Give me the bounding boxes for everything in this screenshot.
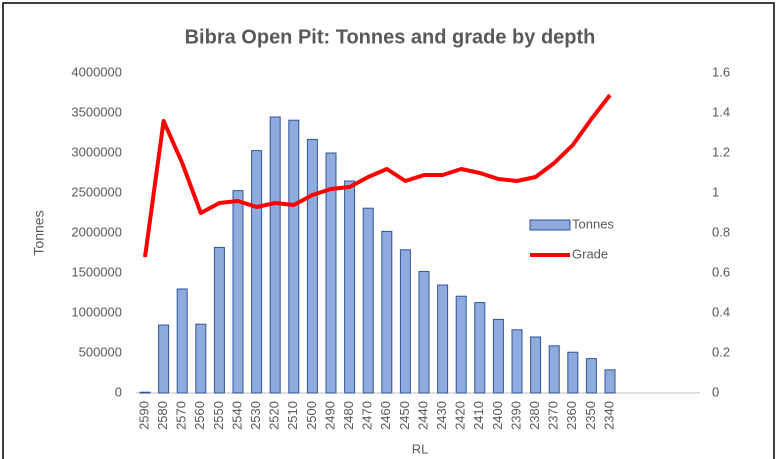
y2-tick-label: 1.2: [712, 144, 730, 159]
x-tick-label: 2380: [527, 401, 542, 430]
bar: [585, 358, 597, 394]
bar: [511, 329, 523, 394]
x-tick-label: 2540: [229, 401, 244, 430]
bar: [474, 302, 486, 394]
x-tick-label: 2450: [397, 401, 412, 430]
x-tick-label: 2510: [285, 401, 300, 430]
y-tick-label: 1500000: [71, 264, 122, 279]
bar: [399, 249, 411, 394]
bar: [213, 246, 225, 394]
x-tick-label: 2490: [322, 401, 337, 430]
bar: [176, 288, 188, 394]
x-tick-label: 2500: [304, 401, 319, 430]
legend-label: Tonnes: [572, 216, 614, 231]
y-tick-label: 500000: [79, 344, 122, 359]
y-tick-label: 4000000: [71, 64, 122, 79]
bar: [492, 318, 504, 394]
y-tick-label: 2500000: [71, 184, 122, 199]
bar: [139, 391, 151, 394]
x-tick-label: 2340: [601, 401, 616, 430]
bar: [604, 369, 616, 394]
x-tick-label: 2400: [490, 401, 505, 430]
x-tick-label: 2410: [471, 401, 486, 430]
bar: [232, 190, 244, 394]
y-tick-label: 3500000: [71, 104, 122, 119]
bar: [306, 138, 318, 394]
bar: [418, 270, 430, 394]
y-tick-label: 0: [115, 384, 122, 399]
x-tick-label: 2590: [136, 401, 151, 430]
x-tick-label: 2430: [434, 401, 449, 430]
bar: [548, 345, 560, 394]
line: [143, 93, 612, 258]
x-tick-label: 2350: [583, 401, 598, 430]
bar: [195, 323, 207, 394]
y-tick-label: 2000000: [71, 224, 122, 239]
bar: [158, 324, 170, 394]
x-axis-title: RL: [412, 441, 429, 456]
bar: [288, 119, 300, 394]
x-tick-label: 2460: [378, 401, 393, 430]
x-tick-label: 2440: [415, 401, 430, 430]
bar: [269, 116, 281, 394]
x-tick-label: 2390: [508, 401, 523, 430]
chart-title: Bibra Open Pit: Tonnes and grade by dept…: [185, 26, 596, 48]
bar: [381, 230, 393, 394]
y2-tick-label: 0.8: [712, 224, 730, 239]
y2-tick-label: 0.4: [712, 304, 730, 319]
x-tick-label: 2520: [267, 401, 282, 430]
legend-swatch: [529, 219, 571, 231]
y2-tick-label: 0.2: [712, 344, 730, 359]
bar: [251, 150, 263, 394]
bar: [455, 295, 467, 394]
bar: [362, 207, 374, 394]
bar: [437, 284, 449, 394]
y-tick-label: 3000000: [71, 144, 122, 159]
x-tick-label: 2560: [192, 401, 207, 430]
x-tick-label: 2480: [341, 401, 356, 430]
y-axis-title: Tonnes: [31, 210, 47, 255]
x-tick-label: 2420: [453, 401, 468, 430]
y-tick-label: 1000000: [71, 304, 122, 319]
y2-tick-label: 1.6: [712, 64, 730, 79]
x-tick-label: 2570: [174, 401, 189, 430]
x-tick-label: 2470: [360, 401, 375, 430]
x-tick-label: 2530: [248, 401, 263, 430]
y2-tick-label: 1: [712, 184, 719, 199]
y2-tick-label: 0: [712, 384, 719, 399]
bar: [530, 336, 542, 394]
x-tick-label: 2580: [155, 401, 170, 430]
x-tick-label: 2550: [211, 401, 226, 430]
bar: [344, 180, 356, 394]
x-tick-label: 2360: [564, 401, 579, 430]
x-tick-label: 2370: [546, 401, 561, 430]
bar: [567, 351, 579, 394]
bar: [325, 152, 337, 394]
y2-tick-label: 0.6: [712, 264, 730, 279]
legend-label: Grade: [572, 246, 608, 261]
y2-tick-label: 1.4: [712, 104, 730, 119]
